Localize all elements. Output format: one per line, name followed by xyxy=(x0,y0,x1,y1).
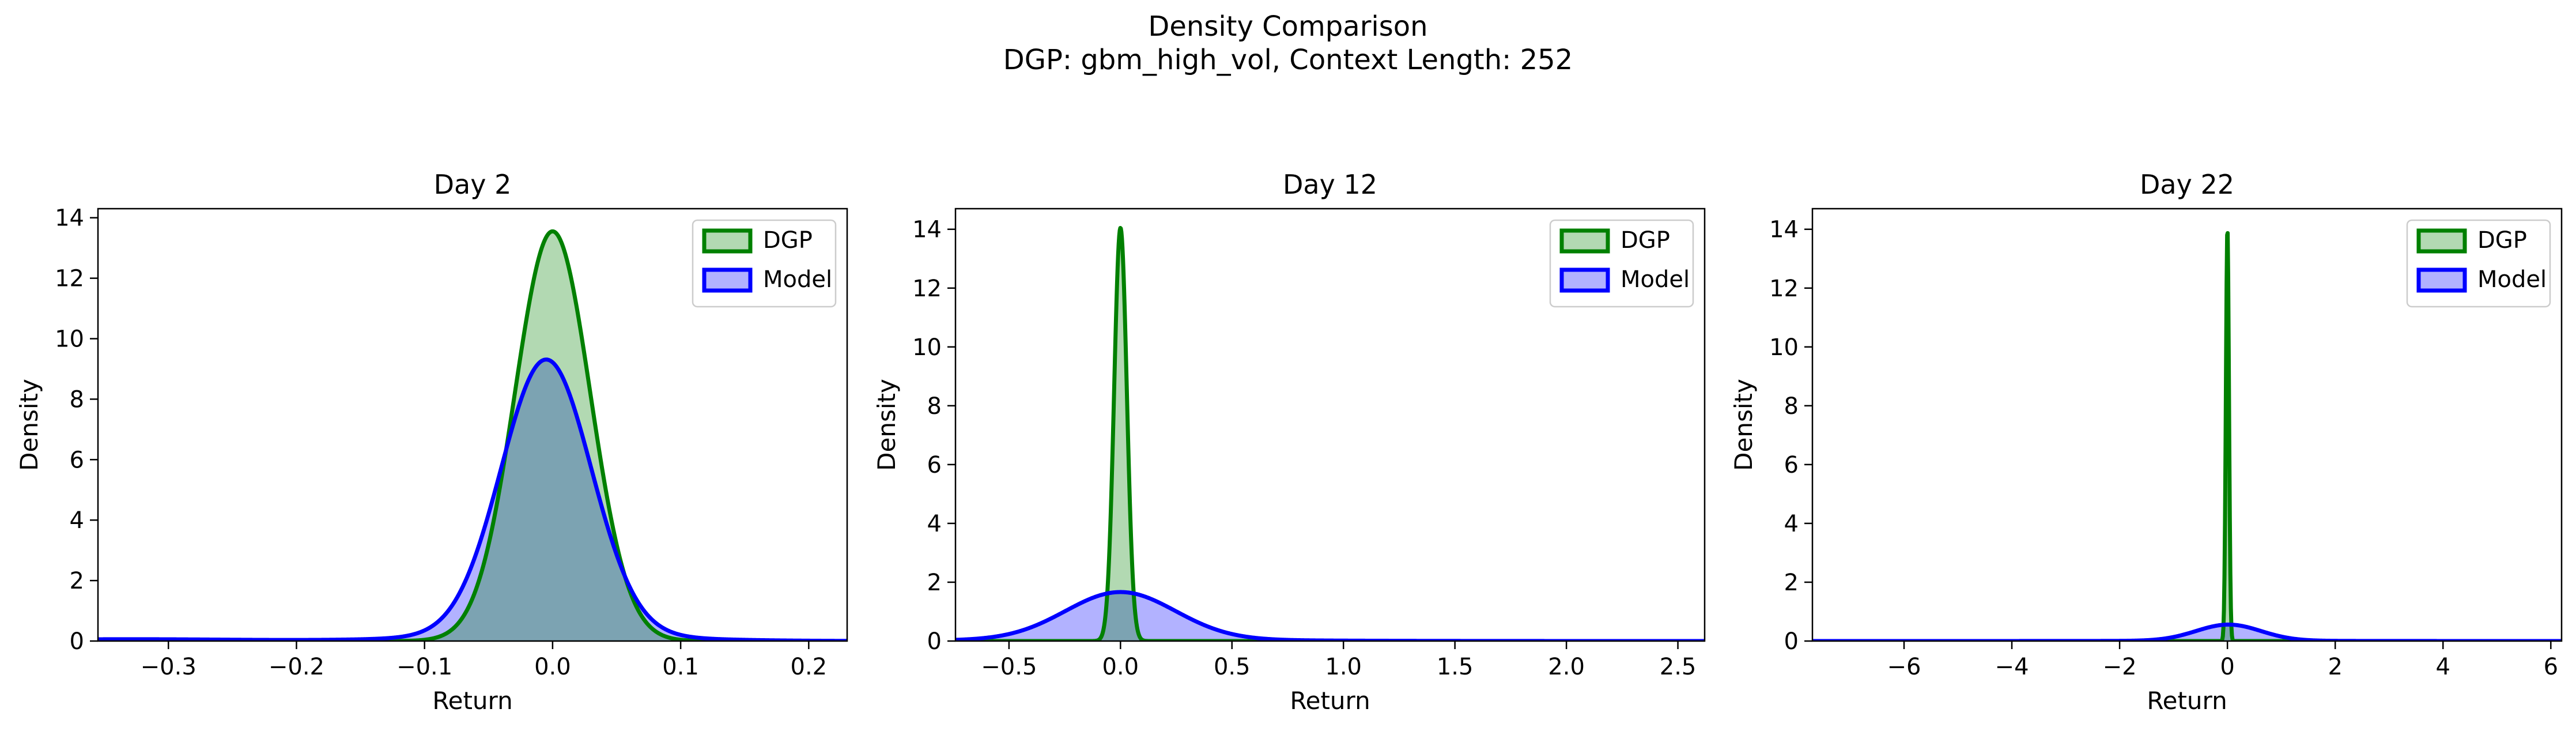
y-tick-label: 6 xyxy=(1784,452,1799,478)
x-tick-label: 2.5 xyxy=(1660,654,1697,680)
y-tick-label: 8 xyxy=(927,393,942,420)
x-tick-label: 0.0 xyxy=(1102,654,1139,680)
series-model-fill xyxy=(955,592,1705,641)
x-tick-label: 0.0 xyxy=(534,654,571,680)
y-axis-label: Density xyxy=(872,379,901,471)
legend-label-dgp: DGP xyxy=(2477,227,2527,254)
series-model-line xyxy=(98,357,847,641)
axes-frame xyxy=(1811,208,2563,642)
y-axis-label: Density xyxy=(1729,379,1758,471)
y-tick-label: 12 xyxy=(1769,276,1799,302)
y-tick-label: 6 xyxy=(927,452,942,478)
x-tick-label: 2 xyxy=(2328,654,2342,680)
y-tick-label: 12 xyxy=(912,276,942,302)
legend-label-model: Model xyxy=(2477,266,2547,293)
legend-swatch-dgp xyxy=(1559,228,1610,254)
axes-frame xyxy=(97,208,848,642)
legend-swatch-model xyxy=(1559,267,1610,293)
x-tick-label: −0.2 xyxy=(269,654,324,680)
legend-label-dgp: DGP xyxy=(763,227,813,254)
legend-box xyxy=(2406,219,2551,308)
y-tick-label: 4 xyxy=(1784,511,1799,537)
y-tick-label: 10 xyxy=(55,326,84,353)
panel-title: Day 2 xyxy=(434,169,512,200)
y-tick-label: 2 xyxy=(1784,570,1799,596)
legend-box xyxy=(692,219,837,308)
x-tick-label: −0.1 xyxy=(396,654,452,680)
x-tick-label: 6 xyxy=(2544,654,2558,680)
y-tick-label: 8 xyxy=(1784,393,1799,420)
legend-swatch-model xyxy=(702,267,753,293)
x-axis-label: Return xyxy=(1290,687,1370,715)
x-tick-label: 2.0 xyxy=(1548,654,1585,680)
y-tick-label: 14 xyxy=(55,205,84,232)
x-tick-label: 0 xyxy=(2220,654,2234,680)
y-tick-label: 2 xyxy=(70,568,84,594)
panel-title: Day 12 xyxy=(1283,169,1377,200)
legend-label-dgp: DGP xyxy=(1621,227,1670,254)
y-tick-label: 14 xyxy=(1769,217,1799,243)
y-tick-label: 4 xyxy=(70,507,84,534)
x-tick-label: −2 xyxy=(2103,654,2137,680)
legend-swatch-dgp xyxy=(2416,228,2467,254)
figure-title-line1: Density Comparison xyxy=(1148,10,1427,43)
legend-box xyxy=(1549,219,1694,308)
legend: DGP Model xyxy=(2406,219,2551,308)
x-tick-label: 0.2 xyxy=(791,654,828,680)
y-tick-label: 8 xyxy=(70,386,84,413)
x-axis-label: Return xyxy=(2147,687,2227,715)
y-tick-label: 2 xyxy=(927,570,942,596)
legend-swatch-dgp xyxy=(702,228,753,254)
axes-frame xyxy=(954,208,1706,642)
x-axis-label: Return xyxy=(432,687,512,715)
legend: DGP Model xyxy=(692,219,837,308)
panel-title: Day 22 xyxy=(2140,169,2234,200)
x-tick-label: 1.0 xyxy=(1325,654,1362,680)
x-tick-label: 0.5 xyxy=(1214,654,1251,680)
x-tick-label: 4 xyxy=(2436,654,2450,680)
y-tick-label: 12 xyxy=(55,266,84,292)
x-tick-label: −4 xyxy=(1995,654,2029,680)
x-tick-label: 1.5 xyxy=(1437,654,1474,680)
series-model-fill xyxy=(98,359,847,641)
x-tick-label: −0.5 xyxy=(981,654,1037,680)
series-model-fill xyxy=(1812,624,2562,641)
legend: DGP Model xyxy=(1549,219,1694,308)
y-tick-label: 4 xyxy=(927,511,942,537)
y-tick-label: 14 xyxy=(912,217,942,243)
y-tick-label: 0 xyxy=(1784,628,1799,655)
y-tick-label: 10 xyxy=(912,334,942,361)
figure-title-line2: DGP: gbm_high_vol, Context Length: 252 xyxy=(1003,44,1573,76)
y-tick-label: 10 xyxy=(1769,334,1799,361)
x-tick-label: −0.3 xyxy=(141,654,197,680)
x-tick-label: 0.1 xyxy=(662,654,699,680)
legend-label-model: Model xyxy=(763,266,832,293)
panel-day-12: Day 12 −0.5 0.0 0.5 1.0 1.5 2.0 2.5 0 2 4 6 8 10 12 14 R… xyxy=(872,169,1706,715)
y-axis-label: Density xyxy=(15,379,43,471)
x-tick-label: −6 xyxy=(1887,654,1921,680)
legend-label-model: Model xyxy=(1621,266,1690,293)
y-tick-label: 6 xyxy=(70,447,84,473)
panel-day-22: Day 22 −6 −4 −2 0 2 4 6 0 2 4 6 8 10 12 14 Return Density… xyxy=(1729,169,2563,715)
panel-day-2: Day 2 −0.3 −0.2 −0.1 0.0 0.1 0.2 0 2 4 6 8 10 12 14 Ret… xyxy=(15,169,848,715)
y-tick-label: 0 xyxy=(70,628,84,655)
legend-swatch-model xyxy=(2416,267,2467,293)
y-tick-label: 0 xyxy=(927,628,942,655)
